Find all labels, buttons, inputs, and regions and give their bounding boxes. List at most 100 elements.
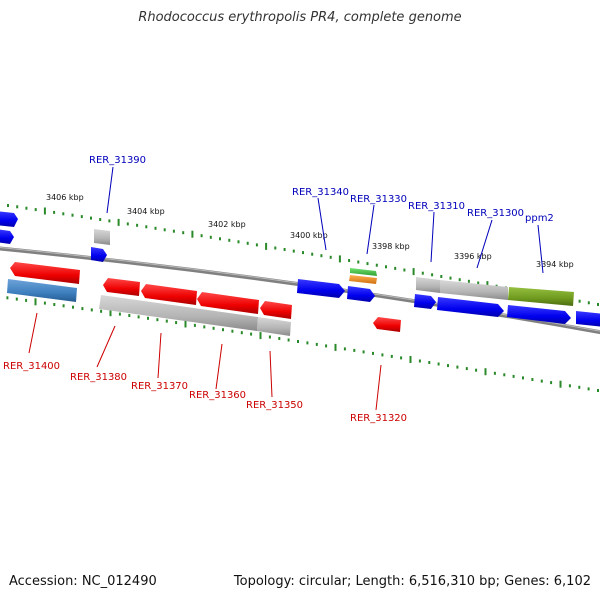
inner-tick — [325, 344, 328, 348]
inner-tick — [231, 329, 234, 333]
inner-tick — [428, 361, 431, 364]
outer-tick — [237, 240, 240, 244]
forward-genes — [0, 211, 600, 327]
inner-tick — [175, 321, 178, 325]
outer-tick — [25, 206, 28, 210]
gene-RER_31350-gray[interactable] — [257, 317, 291, 336]
inner-tick — [418, 359, 421, 363]
outer-tick — [587, 301, 590, 305]
inner-tick — [437, 362, 440, 366]
gene-RER_31390-gray[interactable] — [94, 229, 110, 245]
inner-tick — [540, 379, 543, 383]
inner-tick — [6, 296, 9, 300]
label-RER_31320[interactable]: RER_31320 — [350, 413, 407, 424]
inner-tick — [184, 320, 187, 328]
label-RER_31300[interactable]: RER_31300 — [467, 208, 524, 219]
gene-RER_31380-gray[interactable] — [99, 295, 258, 331]
gene-RER_31370[interactable] — [141, 284, 197, 305]
outer-tick — [136, 223, 139, 227]
inner-tick — [118, 312, 121, 316]
outer-tick — [71, 213, 74, 217]
gene-RER_31300[interactable] — [437, 297, 504, 317]
label-RER_31380[interactable]: RER_31380 — [70, 372, 127, 383]
label-leaders — [28, 166, 544, 411]
scale-label-3394: 3394 kbp — [536, 260, 574, 269]
inner-tick — [390, 354, 393, 358]
outer-tick — [375, 263, 378, 267]
gene-RER_31310-gray[interactable] — [416, 277, 440, 293]
outer-tick — [219, 237, 221, 241]
inner-tick — [306, 341, 309, 345]
gene-forward-edge-upper[interactable] — [0, 211, 18, 227]
gene-RER_31330-orange[interactable] — [349, 275, 377, 284]
outer-tick — [255, 243, 258, 247]
reverse-genes — [7, 262, 401, 336]
gene-RER_31340[interactable] — [297, 279, 345, 298]
label-RER_31330[interactable]: RER_31330 — [350, 194, 407, 205]
inner-tick — [559, 380, 562, 388]
inner-tick — [240, 331, 243, 335]
forward-gene-labels: RER_31390 RER_31340 RER_31330 RER_31310 … — [89, 155, 554, 224]
gene-forward-edge-lower[interactable] — [0, 229, 14, 244]
inner-tick — [15, 297, 18, 301]
label-RER_31370[interactable]: RER_31370 — [131, 381, 188, 392]
label-RER_31390[interactable]: RER_31390 — [89, 155, 146, 166]
leader-RER_31350 — [269, 350, 273, 398]
label-RER_31400[interactable]: RER_31400 — [3, 361, 60, 372]
outer-tick — [477, 281, 480, 285]
gene-RER_31400-gray[interactable] — [7, 279, 77, 302]
inner-tick — [550, 381, 553, 385]
inner-tick — [165, 319, 168, 323]
leader-RER_31370 — [157, 332, 162, 379]
outer-tick — [431, 273, 434, 277]
leader-RER_31400 — [28, 312, 38, 354]
gene-RER_31350[interactable] — [260, 301, 292, 319]
inner-tick — [147, 316, 149, 320]
outer-tick — [172, 229, 175, 233]
gene-RER_31330[interactable] — [347, 286, 375, 302]
scale-label-3400: 3400 kbp — [290, 231, 328, 240]
gene-RER_31320[interactable] — [373, 317, 401, 332]
outer-tick — [458, 278, 461, 282]
scale-label-3396: 3396 kbp — [454, 252, 492, 261]
gene-RER_31300-gray[interactable] — [440, 280, 508, 300]
inner-tick — [268, 335, 271, 339]
reverse-gene-labels: RER_31400 RER_31380 RER_31370 RER_31360 … — [3, 361, 407, 424]
outer-tick — [486, 281, 489, 289]
leader-RER_31390 — [106, 166, 114, 214]
label-RER_31310[interactable]: RER_31310 — [408, 201, 465, 212]
gene-ppm2[interactable] — [508, 287, 574, 306]
outer-tick — [228, 238, 231, 242]
scale-label-3404: 3404 kbp — [127, 207, 165, 216]
label-RER_31350[interactable]: RER_31350 — [246, 400, 303, 411]
accession-text: Accession: NC_012490 — [9, 574, 157, 589]
outer-tick — [311, 252, 314, 256]
gene-RER_31310[interactable] — [414, 294, 436, 309]
label-ppm2[interactable]: ppm2 — [525, 213, 554, 224]
outer-tick — [394, 266, 397, 270]
label-RER_31340[interactable]: RER_31340 — [292, 187, 349, 198]
gene-RER_31390[interactable] — [91, 247, 107, 262]
inner-tick — [503, 373, 506, 377]
outer-tick — [62, 212, 65, 216]
label-RER_31360[interactable]: RER_31360 — [189, 390, 246, 401]
outer-tick — [403, 268, 406, 272]
gene-RER_31400[interactable] — [10, 262, 80, 284]
gene-ppm2-cds[interactable] — [507, 305, 571, 324]
inner-tick — [353, 348, 356, 352]
inner-tick — [25, 298, 28, 302]
outer-tick — [145, 225, 148, 229]
inner-tick — [81, 307, 84, 311]
outer-tick — [412, 268, 415, 276]
gene-forward-edge-right[interactable] — [576, 311, 600, 327]
outer-tick — [191, 230, 194, 238]
inner-tick — [137, 315, 140, 319]
gene-RER_31380[interactable] — [103, 278, 140, 296]
outer-tick — [53, 210, 56, 214]
leader-RER_31320 — [375, 364, 382, 411]
leader-RER_31330 — [366, 204, 375, 255]
gene-RER_31330-green[interactable] — [350, 268, 377, 276]
inner-tick — [484, 368, 487, 376]
gene-RER_31360[interactable] — [197, 292, 259, 314]
